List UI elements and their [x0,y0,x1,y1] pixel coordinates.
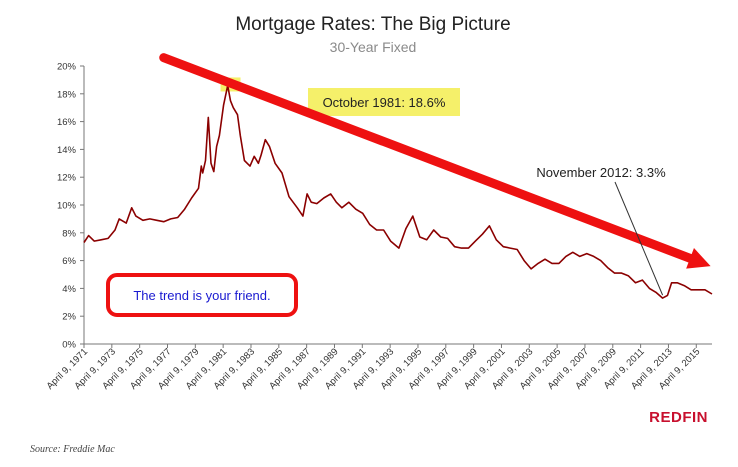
y-tick-label: 2% [62,312,76,323]
trend-arrow-head [686,248,711,269]
peak-label-highlight [308,88,460,116]
y-tick-label: 16% [57,117,77,128]
chart-subtitle: 30-Year Fixed [330,39,417,55]
trend-arrow-shaft [159,53,695,263]
y-tick-label: 8% [62,228,76,239]
y-tick-label: 14% [57,145,77,156]
series-layer [83,84,713,299]
low-annotation: November 2012: 3.3% [536,165,666,180]
trend-arrow [159,53,711,269]
y-tick-label: 10% [57,201,77,212]
brand-logo: REDFIN [649,409,708,426]
source-note: Source: Freddie Mac [30,444,115,455]
y-tick-label: 6% [62,256,76,267]
y-tick-label: 4% [62,284,76,295]
chart-title: Mortgage Rates: The Big Picture [235,14,510,35]
y-tick-label: 18% [57,89,77,100]
peak-annotation: October 1981: 18.6% [323,95,446,110]
low-annotation-leader [614,181,664,296]
y-tick-label: 0% [62,340,76,351]
y-tick-label: 12% [57,173,77,184]
y-tick-label: 20% [57,62,77,73]
y-axis: 0% 2% 4% 6% 8% 10% 12% 14% 16% 18% 20% [57,62,85,351]
trend-callout-text: The trend is your friend. [133,288,270,303]
rate-series-line [83,84,713,299]
trend-callout-box [106,273,298,317]
annotations: October 1981: 18.6% November 2012: 3.3% [323,95,666,296]
